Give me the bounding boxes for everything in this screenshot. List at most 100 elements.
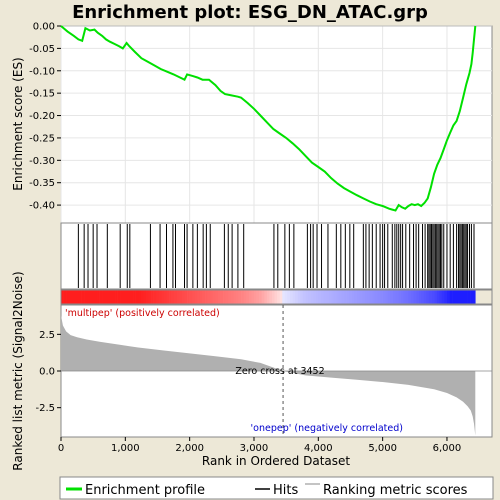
color-bar-segment bbox=[143, 290, 147, 304]
color-bar-segment bbox=[130, 290, 134, 304]
color-bar-segment bbox=[356, 290, 360, 304]
color-bar-segment bbox=[377, 290, 381, 304]
color-bar-segment bbox=[115, 290, 118, 304]
color-bar-segment bbox=[470, 290, 474, 304]
x-axis-ticks: 0 1,000 2,000 3,000 4,000 5,000 6,000 bbox=[58, 437, 461, 454]
es-tick-label: -0.05 bbox=[29, 44, 55, 55]
color-bar-segment bbox=[395, 290, 399, 304]
color-bar-segment bbox=[413, 290, 417, 304]
ranking-metric-area bbox=[61, 315, 476, 436]
color-bar-segment bbox=[163, 290, 167, 304]
es-tick-label: -0.25 bbox=[29, 133, 55, 144]
color-bar-segment bbox=[61, 290, 64, 304]
color-bar-segment bbox=[79, 290, 82, 304]
color-bar-segment bbox=[444, 290, 448, 304]
color-bar-segment bbox=[292, 290, 296, 304]
ranking-tick-label: 2.5 bbox=[39, 330, 55, 341]
x-tick-label: 4,000 bbox=[304, 443, 333, 454]
color-bar-segment bbox=[333, 290, 337, 304]
color-bar-segment bbox=[94, 290, 98, 304]
color-bar-segment bbox=[86, 290, 90, 304]
color-bar-segment bbox=[251, 290, 255, 304]
hits-panel bbox=[60, 222, 493, 290]
color-bar-segment bbox=[452, 290, 455, 304]
x-tick-label: 1,000 bbox=[111, 443, 140, 454]
color-bar-segment bbox=[313, 290, 317, 304]
ranking-color-bar bbox=[60, 289, 493, 305]
color-bar-segment bbox=[135, 290, 139, 304]
color-bar-segment bbox=[169, 290, 172, 304]
color-bar-segment bbox=[269, 290, 273, 304]
color-bar-segment bbox=[261, 290, 265, 304]
negative-correlation-label: 'onepep' (negatively correlated) bbox=[251, 423, 403, 434]
color-bar-segment bbox=[81, 290, 85, 304]
es-tick-label: -0.10 bbox=[29, 66, 55, 77]
color-bar-segment bbox=[109, 290, 113, 304]
color-bar-segment bbox=[210, 290, 214, 304]
color-bar-segment bbox=[256, 290, 260, 304]
color-bar-segment bbox=[310, 290, 314, 304]
color-bar-segment bbox=[207, 290, 211, 304]
legend bbox=[59, 476, 494, 500]
color-bar-segment bbox=[184, 290, 188, 304]
color-bar-segment bbox=[140, 290, 144, 304]
color-bar-segment bbox=[367, 290, 371, 304]
color-bar-segment bbox=[374, 290, 378, 304]
color-bar-segment bbox=[102, 290, 106, 304]
es-tick-label: -0.20 bbox=[29, 111, 55, 122]
color-bar-segment bbox=[418, 290, 422, 304]
color-bar-segment bbox=[171, 290, 175, 304]
color-bar-segment bbox=[202, 290, 206, 304]
color-bar-segment bbox=[410, 290, 414, 304]
color-bar-segment bbox=[199, 290, 203, 304]
color-bar-segment bbox=[89, 290, 93, 304]
color-bar-segment bbox=[174, 290, 178, 304]
color-bar-segment bbox=[459, 290, 463, 304]
color-bar-segment bbox=[284, 290, 288, 304]
color-bar-segment bbox=[264, 290, 268, 304]
x-tick-label: 5,000 bbox=[368, 443, 397, 454]
color-bar-segment bbox=[217, 290, 221, 304]
color-bar-segment bbox=[133, 290, 136, 304]
color-bar-segment bbox=[439, 290, 443, 304]
color-bar-segment bbox=[112, 290, 116, 304]
color-bar-segment bbox=[426, 290, 430, 304]
color-bar-segment bbox=[380, 290, 383, 304]
color-bar-segment bbox=[192, 290, 196, 304]
color-bar-segment bbox=[382, 290, 386, 304]
color-bar-segment bbox=[91, 290, 95, 304]
color-bar-segment bbox=[290, 290, 293, 304]
color-bar-segment bbox=[122, 290, 126, 304]
es-tick-label: -0.35 bbox=[29, 178, 55, 189]
color-bar-segment bbox=[243, 290, 247, 304]
color-bar-segment bbox=[421, 290, 425, 304]
color-bar-segment bbox=[282, 290, 286, 304]
color-bar-segment bbox=[230, 290, 234, 304]
color-bar-segment bbox=[305, 290, 309, 304]
color-bar-segment bbox=[117, 290, 121, 304]
color-bar-segment bbox=[385, 290, 389, 304]
color-bar-segment bbox=[97, 290, 100, 304]
color-bar-segment bbox=[315, 290, 319, 304]
color-bar-segment bbox=[341, 290, 345, 304]
color-bar-segment bbox=[259, 290, 263, 304]
color-bar-segment bbox=[423, 290, 427, 304]
x-tick-label: 3,000 bbox=[240, 443, 269, 454]
color-bar-segment bbox=[431, 290, 435, 304]
color-bar-segment bbox=[223, 290, 226, 304]
color-bar-segment bbox=[416, 290, 419, 304]
color-bar-segment bbox=[138, 290, 142, 304]
color-bar-segment bbox=[63, 290, 67, 304]
chart-title: Enrichment plot: ESG_DN_ATAC.grp bbox=[72, 2, 428, 23]
color-bar-segment bbox=[392, 290, 396, 304]
color-bar-segment bbox=[446, 290, 450, 304]
es-tick-label: -0.30 bbox=[29, 156, 55, 167]
color-bar-segment bbox=[189, 290, 193, 304]
color-bar-segment bbox=[212, 290, 216, 304]
color-bar-segment bbox=[467, 290, 471, 304]
color-bar-segment bbox=[179, 290, 183, 304]
color-bar-segment bbox=[158, 290, 162, 304]
color-bar-segment bbox=[76, 290, 80, 304]
x-tick-label: 2,000 bbox=[175, 443, 204, 454]
